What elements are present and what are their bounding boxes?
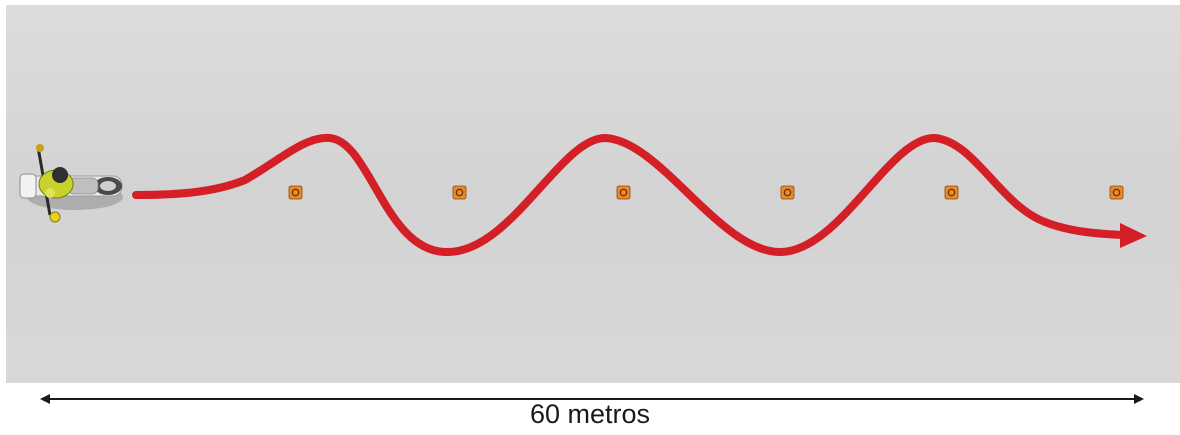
cone-1 [288,185,303,200]
distance-label: 60 metros [529,399,651,429]
cone-3 [616,185,631,200]
cone-4 [780,185,795,200]
path-arrowhead [1120,223,1147,248]
cone-2 [452,185,467,200]
slalom-path [132,133,1128,257]
cone-5 [944,185,959,200]
double-headed-arrow-icon [40,394,1144,404]
motorcycle-rider-icon [19,144,123,223]
cone-6 [1109,185,1124,200]
